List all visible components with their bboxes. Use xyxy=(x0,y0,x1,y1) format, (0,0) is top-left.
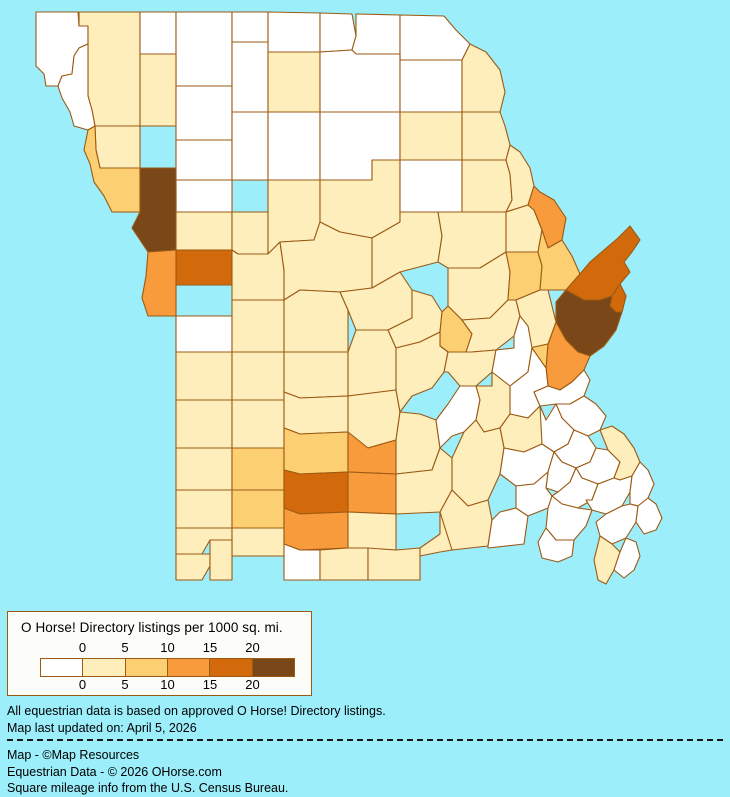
county-vernon[interactable]: Vernon xyxy=(175,399,233,449)
county-bates[interactable]: Bates xyxy=(175,351,233,401)
county-barry[interactable]: Barry xyxy=(209,539,233,581)
legend-title: O Horse! Directory listings per 1000 sq.… xyxy=(21,620,283,635)
footer-divider xyxy=(7,739,723,741)
county-gentry[interactable]: Gentry xyxy=(139,53,177,127)
county-taney[interactable]: Taney xyxy=(319,547,369,581)
legend-tick-10: 10 xyxy=(160,677,175,692)
county-putnam[interactable]: Putnam xyxy=(267,11,321,53)
county-knox[interactable]: Knox xyxy=(399,53,463,113)
county-andrew[interactable]: Andrew xyxy=(94,125,141,169)
county-st-louis-city[interactable]: St. Louis City xyxy=(609,283,627,313)
county-pettis[interactable]: Pettis xyxy=(283,289,349,353)
county-pemiscot[interactable]: Pemiscot xyxy=(613,537,641,579)
county-new-madrid[interactable]: New Madrid xyxy=(595,503,639,545)
county-christian[interactable]: Christian xyxy=(283,507,349,551)
county-morgan[interactable]: Morgan xyxy=(347,329,397,397)
note-line-updated: Map last updated on: April 5, 2026 xyxy=(7,721,197,735)
county-st-clair[interactable]: St. Clair xyxy=(231,399,285,449)
county-benton[interactable]: Benton xyxy=(283,351,349,399)
county-marion[interactable]: Marion xyxy=(461,111,511,161)
county-polk[interactable]: Polk xyxy=(283,427,349,475)
county-mercer[interactable]: Mercer xyxy=(231,11,269,43)
legend-swatch-5 xyxy=(252,659,294,676)
legend-swatch-3 xyxy=(167,659,211,676)
county-maries[interactable]: Maries xyxy=(443,349,497,387)
legend-tick-15: 15 xyxy=(202,677,218,692)
legend-tick-0: 0 xyxy=(78,640,87,655)
legend-swatch-0 xyxy=(41,659,84,676)
county-scotland[interactable]: Scotland xyxy=(351,13,401,55)
legend-tick-20: 20 xyxy=(245,640,260,655)
county-shelby[interactable]: Shelby xyxy=(399,111,463,161)
county-cass[interactable]: Cass xyxy=(175,315,233,353)
county-ripley[interactable]: Ripley xyxy=(537,527,575,563)
county-mississippi[interactable]: Mississippi xyxy=(635,497,663,535)
county-lewis[interactable]: Lewis xyxy=(461,43,506,113)
legend-color-ramp xyxy=(40,658,295,677)
county-clark[interactable]: Clark xyxy=(399,14,471,61)
map-legend: O Horse! Directory listings per 1000 sq.… xyxy=(7,611,312,696)
legend-swatch-2 xyxy=(125,659,168,676)
county-clay[interactable]: Clay xyxy=(175,249,233,286)
state-map[interactable]: AtchisonNodawayWorthHarrisonMercerPutnam… xyxy=(0,0,730,605)
county-livingston[interactable]: Livingston xyxy=(231,111,269,181)
county-buchanan[interactable]: Buchanan xyxy=(83,125,141,213)
county-lawrence[interactable]: Lawrence xyxy=(231,527,285,557)
legend-ticks-bottom: 0 5 10 15 20 xyxy=(40,677,295,693)
county-monroe[interactable]: Monroe xyxy=(461,159,513,213)
county-dade[interactable]: Dade xyxy=(231,489,285,529)
county-oregon[interactable]: Oregon xyxy=(487,507,529,549)
county-schuyler[interactable]: Schuyler xyxy=(319,12,357,53)
county-hickory[interactable]: Hickory xyxy=(283,391,349,435)
credit-line-map: Map - ©Map Resources xyxy=(7,748,140,762)
legend-swatch-1 xyxy=(83,659,126,676)
county-adair[interactable]: Adair xyxy=(319,49,401,113)
county-henry[interactable]: Henry xyxy=(231,351,285,401)
credit-line-data: Equestrian Data - © 2026 OHorse.com xyxy=(7,764,222,779)
county-douglas[interactable]: Douglas xyxy=(347,511,397,551)
county-ralls2[interactable]: Ralls2 xyxy=(419,511,453,557)
legend-tick-10: 10 xyxy=(160,640,175,655)
county-st-charles[interactable]: St. Charles xyxy=(565,225,641,301)
county-linn[interactable]: Linn xyxy=(267,111,321,181)
legend-swatch-4 xyxy=(210,659,253,676)
credit-line-census: Square mileage info from the U.S. Census… xyxy=(7,781,289,795)
legend-tick-5: 5 xyxy=(121,640,129,655)
county-harrison[interactable]: Harrison xyxy=(175,11,233,87)
county-caldwell[interactable]: Caldwell xyxy=(175,179,233,213)
county-butler[interactable]: Butler xyxy=(545,495,593,541)
county-jasper[interactable]: Jasper xyxy=(175,489,233,529)
county-holt[interactable]: Holt xyxy=(57,43,96,131)
legend-tick-5: 5 xyxy=(121,677,129,692)
county-greene[interactable]: Greene xyxy=(283,469,349,515)
county-barton[interactable]: Barton xyxy=(175,447,233,491)
county-mcdonald[interactable]: McDonald xyxy=(175,553,211,581)
county-ozark[interactable]: Ozark xyxy=(367,547,421,581)
county-grundy[interactable]: Grundy xyxy=(231,41,269,113)
county-ray[interactable]: Ray xyxy=(231,211,269,255)
county-daviess[interactable]: Daviess xyxy=(175,85,233,141)
county-sullivan[interactable]: Sullivan xyxy=(267,51,321,113)
county-cedar[interactable]: Cedar xyxy=(231,447,285,491)
county-worth[interactable]: Worth xyxy=(139,11,177,55)
county-webster[interactable]: Webster xyxy=(347,471,397,515)
footer-credits: Map - ©Map Resources Equestrian Data - ©… xyxy=(7,747,723,797)
legend-tick-0: 0 xyxy=(78,677,87,692)
legend-tick-20: 20 xyxy=(245,677,260,692)
county-johnson[interactable]: Johnson xyxy=(231,299,285,353)
county-dunklin[interactable]: Dunklin xyxy=(593,535,621,585)
data-notes: All equestrian data is based on approved… xyxy=(7,703,723,737)
legend-ticks-top: 0 5 10 15 20 xyxy=(40,640,295,656)
county-jackson[interactable]: Jackson xyxy=(141,249,177,317)
legend-tick-15: 15 xyxy=(202,640,218,655)
note-line-source: All equestrian data is based on approved… xyxy=(7,704,386,718)
county-randolph[interactable]: Randolph xyxy=(399,159,463,213)
missouri-county-map[interactable]: AtchisonNodawayWorthHarrisonMercerPutnam… xyxy=(0,0,730,605)
county-wayne[interactable]: Wayne xyxy=(551,467,599,509)
